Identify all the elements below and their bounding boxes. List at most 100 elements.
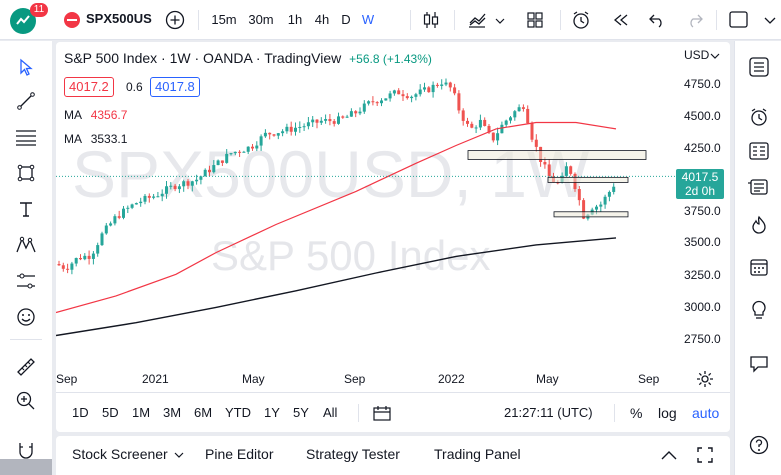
interval-d[interactable]: D <box>341 12 351 27</box>
range-1y[interactable]: 1Y <box>264 405 280 420</box>
last-price-value: 4017.5 <box>681 170 719 184</box>
legend-change: +56.8 (+1.43%) <box>349 52 432 66</box>
pattern-tool-icon[interactable] <box>12 231 40 259</box>
buy-price-box[interactable]: 4017.8 <box>150 77 200 97</box>
auto-scale-toggle[interactable]: auto <box>692 405 720 421</box>
range-all[interactable]: All <box>323 405 338 420</box>
symbol-flag-icon <box>64 12 80 28</box>
candle-body <box>401 94 405 97</box>
more-chevron-icon[interactable] <box>762 12 778 28</box>
replay-icon[interactable] <box>610 9 632 31</box>
data-window-icon[interactable] <box>745 137 773 165</box>
screener-chevron-icon[interactable] <box>174 450 184 460</box>
left-scroll-bar[interactable] <box>0 459 52 475</box>
candle-body <box>332 121 336 124</box>
text-tool-icon[interactable] <box>12 195 40 223</box>
candle-body <box>607 191 611 197</box>
interval-1h[interactable]: 1h <box>287 12 303 27</box>
candles-icon[interactable] <box>420 9 442 31</box>
tradingview-logo-icon <box>16 15 30 25</box>
undo-icon[interactable] <box>646 9 668 31</box>
magnet-icon[interactable] <box>12 437 40 465</box>
candle-body <box>302 126 306 128</box>
range-ytd[interactable]: YTD <box>225 405 251 420</box>
candle-body <box>521 107 525 109</box>
candle-body <box>487 125 491 133</box>
add-symbol-icon[interactable] <box>164 9 186 31</box>
ruler-icon[interactable] <box>12 353 40 381</box>
candle-body <box>461 110 465 121</box>
tab-trading-panel[interactable]: Trading Panel <box>434 446 521 462</box>
maximize-panel-icon[interactable] <box>696 446 714 464</box>
candle-body <box>113 216 117 224</box>
candle-body <box>435 84 439 86</box>
candle-body <box>306 122 310 127</box>
candle-body <box>294 127 297 132</box>
emoji-icon[interactable] <box>12 303 40 331</box>
candle-body <box>134 203 138 205</box>
chart-settings-gear-icon[interactable] <box>696 370 714 388</box>
candle-body <box>564 166 568 176</box>
chats-icon[interactable] <box>745 349 773 377</box>
layouts-icon[interactable] <box>524 9 546 31</box>
trend-line-icon[interactable] <box>12 87 40 115</box>
hotlists-icon[interactable] <box>745 211 773 239</box>
watchlist-icon[interactable] <box>745 53 773 81</box>
candle-body <box>612 186 616 192</box>
tab-strategy-tester[interactable]: Strategy Tester <box>306 446 400 462</box>
candle-body <box>367 101 371 104</box>
price-tick: 3250.0 <box>684 268 721 282</box>
redo-icon[interactable] <box>684 9 706 31</box>
candle-body <box>431 84 435 93</box>
currency-label[interactable]: USD <box>684 48 710 62</box>
zoom-in-icon[interactable] <box>12 387 40 415</box>
range-3m[interactable]: 3M <box>163 405 182 420</box>
currency-chevron-icon[interactable] <box>710 51 720 61</box>
candle-body <box>96 245 100 254</box>
interval-w[interactable]: W <box>361 12 375 27</box>
tab-pine-editor[interactable]: Pine Editor <box>205 446 274 462</box>
range-5y[interactable]: 5Y <box>293 405 309 420</box>
utc-clock[interactable]: 21:27:11 (UTC) <box>504 405 593 420</box>
interval-30m[interactable]: 30m <box>248 12 274 27</box>
rectangle-icon[interactable] <box>12 159 40 187</box>
interval-4h[interactable]: 4h <box>314 12 330 27</box>
price-tick: 2750.0 <box>684 332 721 346</box>
percent-scale-toggle[interactable]: % <box>630 405 643 421</box>
alerts-icon[interactable] <box>745 103 773 131</box>
calendar-icon[interactable] <box>745 253 773 281</box>
candle-body <box>349 111 353 117</box>
range-1d[interactable]: 1D <box>72 405 89 420</box>
range-6m[interactable]: 6M <box>194 405 213 420</box>
indicator-chevron-icon[interactable] <box>494 14 506 26</box>
fib-lines-icon[interactable] <box>12 123 40 151</box>
tab-stock-screener[interactable]: Stock Screener <box>72 446 168 462</box>
goto-date-icon[interactable] <box>372 404 392 422</box>
candle-body <box>405 96 409 99</box>
sell-price-box[interactable]: 4017.2 <box>64 77 114 97</box>
range-5d[interactable]: 5D <box>102 405 119 420</box>
candle-body <box>79 258 82 260</box>
ideas-icon[interactable] <box>745 295 773 323</box>
candle-body <box>410 96 414 99</box>
interval-15m[interactable]: 15m <box>211 12 237 27</box>
price-chart[interactable]: SPX500USD, 1W S&P 500 Index <box>56 42 730 432</box>
candle-body <box>595 206 598 210</box>
candle-body <box>470 123 474 128</box>
collapse-panel-chevron-icon[interactable] <box>660 448 678 462</box>
fullscreen-box-icon[interactable] <box>728 10 750 30</box>
cursor-icon[interactable] <box>12 53 40 81</box>
price-tick: 4500.0 <box>684 109 721 123</box>
alert-clock-icon[interactable] <box>570 9 592 31</box>
candle-body <box>152 196 156 198</box>
range-1m[interactable]: 1M <box>132 405 151 420</box>
indicators-icon[interactable] <box>466 9 488 31</box>
chart-panel[interactable]: SPX500USD, 1W S&P 500 Index S&P 500 Index… <box>56 42 730 432</box>
candle-body <box>500 124 504 134</box>
log-scale-toggle[interactable]: log <box>658 405 677 421</box>
ma-slow-line <box>56 237 617 337</box>
measure-tool-icon[interactable] <box>12 267 40 295</box>
news-icon[interactable] <box>745 173 773 201</box>
symbol-search[interactable]: SPX500USD <box>62 8 152 32</box>
help-icon[interactable] <box>745 431 773 459</box>
